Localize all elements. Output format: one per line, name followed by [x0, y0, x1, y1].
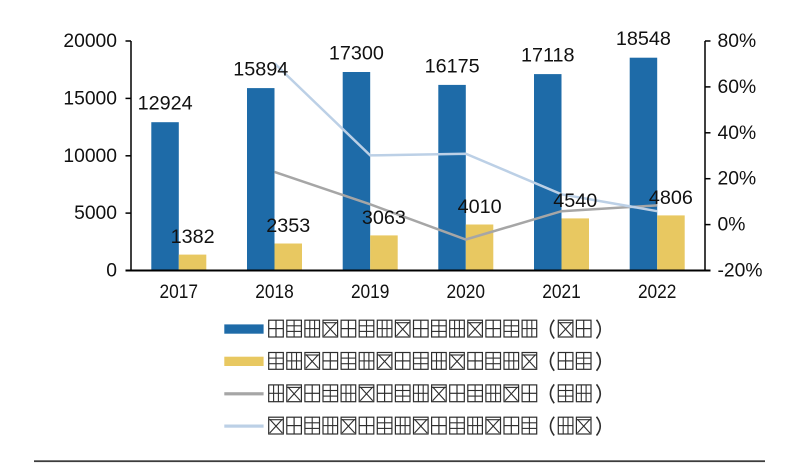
svg-text:2353: 2353 [266, 215, 310, 237]
svg-text:80%: 80% [718, 31, 757, 52]
svg-text:-20%: -20% [718, 261, 763, 282]
svg-text:4806: 4806 [649, 187, 693, 209]
svg-text:4540: 4540 [553, 190, 597, 212]
svg-text:15894: 15894 [233, 59, 288, 81]
svg-text:0: 0 [106, 261, 117, 282]
svg-text:12924: 12924 [138, 93, 193, 115]
svg-text:15000: 15000 [63, 88, 117, 109]
svg-text:1382: 1382 [171, 226, 215, 248]
svg-text:2022: 2022 [638, 281, 677, 303]
svg-text:2021: 2021 [542, 281, 581, 303]
svg-text:0%: 0% [718, 215, 746, 236]
svg-text:60%: 60% [718, 77, 757, 98]
svg-text:40%: 40% [718, 123, 757, 144]
svg-text:2019: 2019 [351, 281, 390, 303]
svg-text:4010: 4010 [458, 196, 502, 218]
svg-text:2018: 2018 [255, 281, 294, 303]
svg-text:17300: 17300 [329, 43, 384, 65]
svg-text:20000: 20000 [63, 31, 117, 52]
svg-text:16175: 16175 [425, 55, 480, 77]
svg-text:17118: 17118 [521, 45, 575, 67]
svg-text:2017: 2017 [160, 281, 199, 303]
svg-text:5000: 5000 [74, 203, 117, 224]
svg-text:10000: 10000 [63, 146, 117, 167]
svg-text:3063: 3063 [362, 207, 406, 229]
svg-text:20%: 20% [718, 169, 757, 190]
svg-text:18548: 18548 [616, 28, 671, 50]
svg-text:2020: 2020 [447, 281, 486, 303]
